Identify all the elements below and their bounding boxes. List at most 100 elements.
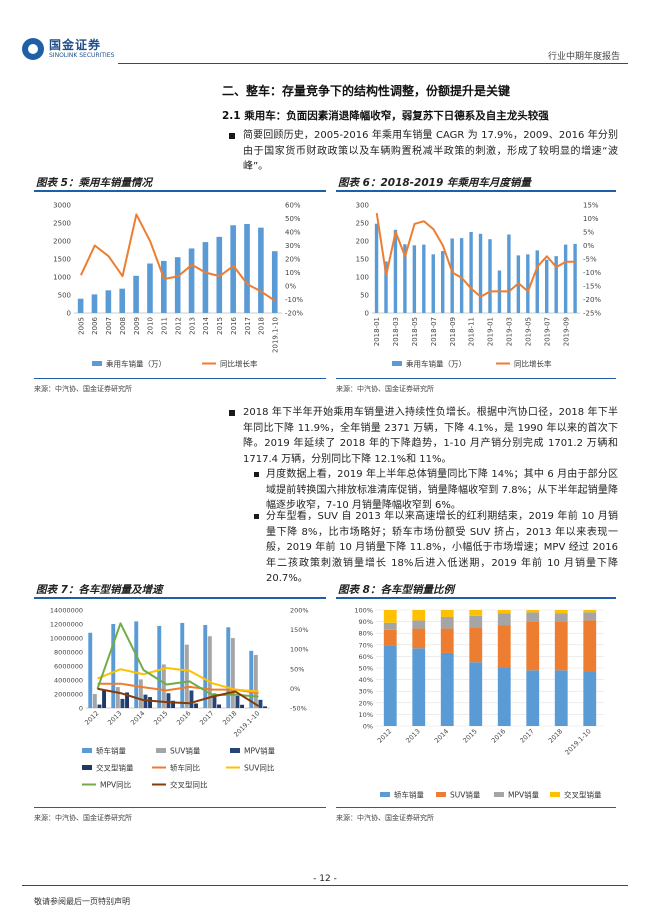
bar [91,294,98,313]
stacked-bar-segment [440,652,454,726]
legend-label: 同比增长率 [220,359,258,369]
bar [134,621,139,708]
y-left-tick-label: 6000000 [54,663,83,671]
y-left-tick-label: 200 [356,238,369,246]
x-tick-label: 2019.1-10 [272,317,280,353]
bar [212,693,217,708]
series-line [375,212,576,298]
legend-swatch [82,765,92,770]
bar [374,223,379,313]
y-tick-label: 10% [359,711,373,719]
y-tick-label: 80% [359,630,373,638]
chart-6: 图表 6：2018-2019 年乘用车月度销量 0 50 100 150 200 250 3… [336,173,616,379]
bar [441,251,445,313]
bar [507,234,511,313]
bar [450,238,454,313]
paragraph-decline: 2018 年下半年开始乘用车销量进入持续性负增长。根据中汽协口径，2018 年下… [243,407,618,465]
bar [412,245,417,313]
bar [111,624,116,708]
bar [194,703,199,708]
legend-label: SUV销量 [450,790,481,800]
y-tick-label: 40% [359,676,373,684]
legend-swatch [92,361,102,366]
legend-swatch [436,792,446,797]
stacked-bar-segment [440,628,454,653]
stacked-bar-segment [497,668,511,726]
x-tick-label: 2017 [518,727,535,744]
bar [230,638,235,708]
bar [244,224,250,313]
stacked-bar-segment [383,645,397,726]
legend-swatch [82,748,92,753]
x-tick-label: 2015 [461,727,478,744]
x-tick-label: 2016 [490,727,507,744]
x-tick-label: 2019-01 [487,317,495,346]
bar [384,261,388,313]
legend-label: 轿车销量 [394,790,424,800]
chart-6-source: 来源：中汽协、国金证券研究所 [336,385,434,393]
x-tick-label: 2018-07 [430,317,438,346]
legend-label: 轿车销量 [96,746,126,756]
stacked-bar-segment [440,610,454,617]
logo-text-cn: 国金证券 [49,38,102,52]
series-line [97,682,259,695]
legend-label: MPV同比 [100,780,132,790]
bar [188,248,195,313]
legend-swatch [550,792,560,797]
paragraph-by-model: 分车型看，SUV 自 2013 年以来高速增长的红利期结束，2019 年前 10… [266,511,618,584]
x-tick-label: 2006 [91,316,99,334]
y-left-tick-label: 2000000 [54,691,83,699]
chart-6-bottom-rule [336,378,616,379]
chart-7-plot: 0 2000000 4000000 6000000 8000000 10000000 120… [50,607,309,790]
bar [202,242,209,313]
series-line [97,667,259,693]
y-left-tick-label: 14000000 [50,607,83,615]
y-left-tick-label: 0 [67,310,71,318]
x-tick-label: 2018 [258,317,266,335]
y-right-tick-label: 10% [583,215,599,223]
y-right-tick-label: 200% [290,607,309,615]
stacked-bar-segment [383,622,397,630]
bullet-square-icon [229,133,235,139]
stacked-bar-segment [469,610,483,616]
x-tick-label: 2015 [152,709,169,726]
stacked-bar-segment [469,662,483,726]
x-tick-label: 2012 [376,727,393,744]
y-tick-label: 90% [359,618,373,626]
x-tick-label: 2016 [230,316,238,334]
chart-8-bottom-rule [336,807,616,808]
x-tick-label: 2013 [404,727,421,744]
y-left-tick-label: 300 [356,202,369,210]
x-tick-label: 2019-03 [506,317,514,346]
bar [184,644,189,708]
x-tick-label: 2018 [547,727,564,744]
y-left-tick-label: 1500 [53,256,71,264]
y-left-tick-label: 3000 [53,202,71,210]
bar [97,704,102,708]
chart-8: 图表 8：各车型销量比例 0% 10% 20% 30% 40% 50% 60% 70% 80% 9… [336,580,616,808]
logo: 国金证券 SINOLINK SECURITIES [22,38,114,60]
logo-text-en: SINOLINK SECURITIES [49,52,115,59]
stacked-bar-segment [412,648,426,726]
y-left-tick-label: 100 [356,274,369,282]
bar [174,257,181,313]
x-tick-label: 2018-03 [392,317,400,346]
legend-swatch [392,361,402,366]
x-tick-label: 2007 [105,317,113,335]
bar [88,632,93,708]
bar [271,251,278,313]
y-tick-label: 50% [359,665,373,673]
bar [573,243,577,313]
bar [138,679,143,708]
bar [240,704,245,708]
y-right-tick-label: 100% [290,646,309,654]
bar [393,229,398,313]
paragraph-monthly: 月度数据上看，2019 年上半年总体销量同比下降 14%；其中 6 月由于部分区… [266,469,618,511]
chart-8-title: 图表 8：各车型销量比例 [338,584,454,596]
bar [217,704,222,708]
bar [403,244,407,313]
y-right-tick-label: -20% [583,296,601,304]
bar [235,695,240,708]
y-left-tick-label: 8000000 [54,649,83,657]
bar [102,690,107,708]
